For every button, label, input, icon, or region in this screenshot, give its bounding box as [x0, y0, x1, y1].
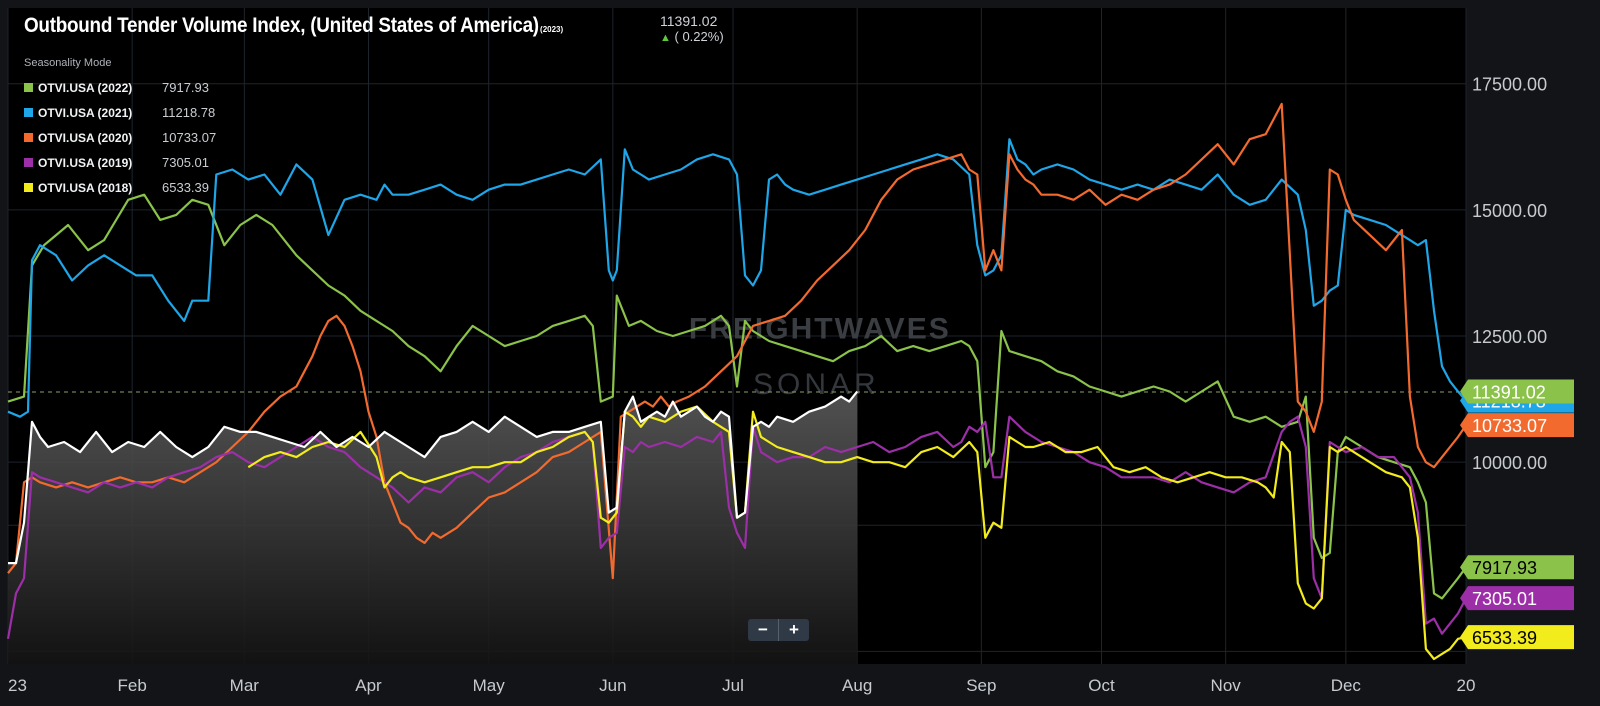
- legend-item[interactable]: OTVI.USA (2020) 10733.07: [24, 125, 216, 150]
- watermark-line1: FREIGHTWAVES: [689, 313, 951, 346]
- chart-header: Outbound Tender Volume Index, (United St…: [24, 14, 563, 38]
- legend-item[interactable]: OTVI.USA (2018) 6533.39: [24, 175, 216, 200]
- end-value-tag-shape: [1460, 379, 1574, 404]
- up-arrow-icon: ▲: [660, 32, 671, 44]
- y-tick-label: 10000.00: [1472, 453, 1547, 473]
- end-value-tag: 6533.39: [1460, 625, 1574, 650]
- legend-series-name: OTVI.USA (2018): [38, 180, 133, 195]
- end-value-tag: 7305.01: [1460, 586, 1574, 611]
- legend-series-name: OTVI.USA (2020): [38, 130, 133, 145]
- zoom-out-button[interactable]: −: [758, 620, 768, 639]
- series-line-2023: [8, 390, 859, 565]
- y-tick-label: 12500.00: [1472, 327, 1547, 347]
- legend-series-name: OTVI.USA (2019): [38, 155, 133, 170]
- legend: OTVI.USA (2022) 7917.93 OTVI.USA (2021) 112…: [24, 75, 216, 200]
- legend-swatch: [24, 108, 33, 117]
- legend-item[interactable]: OTVI.USA (2019) 7305.01: [24, 150, 216, 175]
- x-tick-label: 23: [8, 676, 27, 695]
- legend-series-name: OTVI.USA (2022): [38, 80, 133, 95]
- chart-title: Outbound Tender Volume Index, (United St…: [24, 14, 539, 37]
- x-tick-label: Aug: [842, 676, 872, 695]
- legend-series-value: 6533.39: [162, 180, 209, 195]
- x-tick-label: 20: [1457, 676, 1476, 695]
- end-value-tag-text: 7917.93: [1472, 558, 1537, 578]
- legend-series-value: 11218.78: [162, 105, 216, 120]
- legend-swatch: [24, 133, 33, 142]
- end-value-tag-text: 10733.07: [1472, 416, 1547, 436]
- latest-readout: 11391.02 ▲ ( 0.22%): [660, 13, 724, 46]
- x-tick-label: Nov: [1211, 676, 1242, 695]
- legend-item[interactable]: OTVI.USA (2022) 7917.93: [24, 75, 216, 100]
- legend-series-value: 7917.93: [162, 80, 209, 95]
- series-line-2020: [7, 102, 1467, 580]
- end-value-tag-text: 11391.02: [1472, 383, 1546, 403]
- series-line-2018: [247, 405, 1467, 661]
- end-value-tag-text: 6533.39: [1472, 628, 1537, 648]
- x-tick-label: Feb: [118, 676, 147, 695]
- legend-swatch: [24, 183, 33, 192]
- y-tick-label: 15000.00: [1472, 201, 1547, 221]
- x-tick-label: May: [473, 676, 506, 695]
- end-value-tag-shape: [1460, 413, 1574, 438]
- seasonality-mode-label: Seasonality Mode: [24, 57, 112, 69]
- x-tick-label: Mar: [230, 676, 260, 695]
- x-tick-label: Dec: [1331, 676, 1362, 695]
- x-tick-label: Oct: [1088, 676, 1115, 695]
- latest-value: 11391.02: [660, 13, 718, 29]
- end-value-tag-shape: [1460, 586, 1574, 611]
- x-tick-label: Jul: [722, 676, 744, 695]
- zoom-separator: [778, 619, 779, 641]
- legend-series-value: 10733.07: [162, 130, 217, 145]
- chart-title-year: (2023): [540, 25, 564, 34]
- x-tick-label: Jun: [599, 676, 626, 695]
- watermark-line2: SONAR: [753, 368, 880, 401]
- legend-swatch: [24, 83, 33, 92]
- legend-series-value: 7305.01: [162, 155, 209, 170]
- end-value-tag-shape: [1460, 625, 1574, 650]
- legend-swatch: [24, 158, 33, 167]
- zoom-in-button[interactable]: +: [789, 620, 799, 639]
- end-value-tag: 10733.07: [1460, 413, 1574, 438]
- latest-change: ▲ ( 0.22%): [660, 29, 724, 46]
- end-value-tag-text: 7305.01: [1472, 589, 1537, 609]
- series-line-2021: [7, 138, 1467, 418]
- series-line-2022: [7, 193, 1467, 600]
- end-value-tag: 11391.02: [1460, 379, 1574, 404]
- latest-change-text: ( 0.22%): [674, 29, 724, 44]
- end-value-tag: 7917.93: [1460, 555, 1574, 580]
- x-tick-label: Apr: [355, 676, 382, 695]
- legend-item[interactable]: OTVI.USA (2021) 11218.78: [24, 100, 216, 125]
- end-value-tag-shape: [1460, 555, 1574, 580]
- zoom-controls: − +: [748, 619, 809, 641]
- x-tick-label: Sep: [966, 676, 996, 695]
- y-tick-label: 17500.00: [1472, 75, 1547, 95]
- legend-series-name: OTVI.USA (2021): [38, 105, 133, 120]
